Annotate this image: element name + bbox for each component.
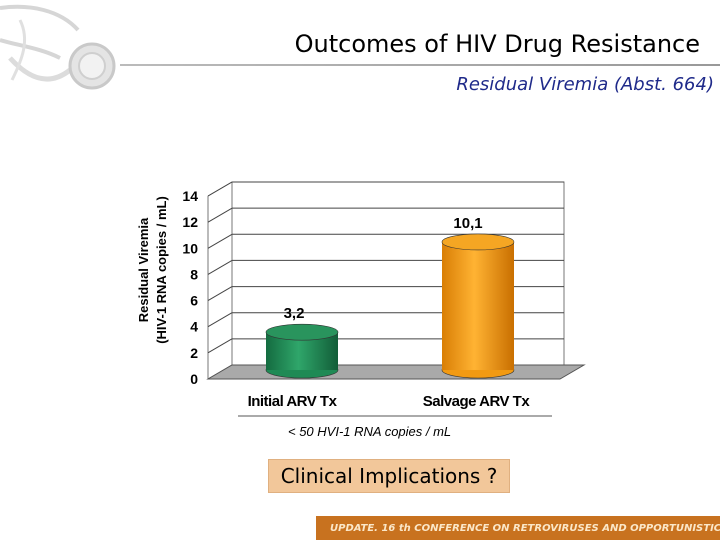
y-tick-label: 12 bbox=[182, 214, 198, 230]
slide-subtitle: Residual Viremia (Abst. 664) bbox=[456, 74, 714, 95]
y-tick-label: 0 bbox=[190, 371, 198, 387]
gridline-diag bbox=[207, 259, 233, 275]
gridline-diag bbox=[207, 207, 233, 223]
data-label: 10,1 bbox=[453, 215, 482, 232]
gridline-diag bbox=[207, 338, 233, 354]
footer-text: UPDATE. 16 th CONFERENCE ON RETROVIRUSES… bbox=[330, 522, 720, 534]
gridline-diag bbox=[207, 181, 233, 197]
title-divider bbox=[120, 64, 720, 66]
bar-top bbox=[441, 233, 515, 251]
y-axis-label-line1: Residual Viremia bbox=[136, 217, 151, 322]
bar-2 bbox=[441, 233, 515, 379]
gridline-diag bbox=[207, 312, 233, 328]
y-tick-label: 14 bbox=[182, 188, 198, 204]
data-label: 3,2 bbox=[284, 305, 305, 322]
bar-top bbox=[265, 323, 339, 341]
x-tick-label: Salvage ARV Tx bbox=[423, 393, 531, 410]
clinical-implications-label: Clinical Implications ? bbox=[280, 464, 498, 488]
y-tick-label: 8 bbox=[190, 266, 198, 282]
y-axis-label-line2: (HIV-1 RNA copies / mL) bbox=[154, 196, 169, 344]
y-tick-label: 6 bbox=[190, 293, 198, 309]
bar-body bbox=[442, 241, 514, 370]
y-tick-label: 2 bbox=[190, 345, 198, 361]
stethoscope-icon bbox=[0, 4, 116, 90]
x-tick-label: Initial ARV Tx bbox=[248, 393, 338, 410]
clinical-implications-box: Clinical Implications ? bbox=[268, 459, 510, 493]
bar-1 bbox=[265, 323, 339, 379]
gridline-diag bbox=[207, 286, 233, 302]
conference-footer-banner: UPDATE. 16 th CONFERENCE ON RETROVIRUSES… bbox=[316, 516, 720, 540]
slide-title: Outcomes of HIV Drug Resistance bbox=[294, 30, 700, 58]
y-tick-label: 10 bbox=[182, 240, 198, 256]
y-tick-label: 4 bbox=[190, 319, 198, 335]
residual-viremia-chart: Residual Viremia (HIV-1 RNA copies / mL)… bbox=[136, 181, 586, 417]
gridline-diag bbox=[207, 233, 233, 249]
chart-floor bbox=[206, 364, 586, 380]
chart-caption: < 50 HVI-1 RNA copies / mL bbox=[288, 424, 452, 439]
